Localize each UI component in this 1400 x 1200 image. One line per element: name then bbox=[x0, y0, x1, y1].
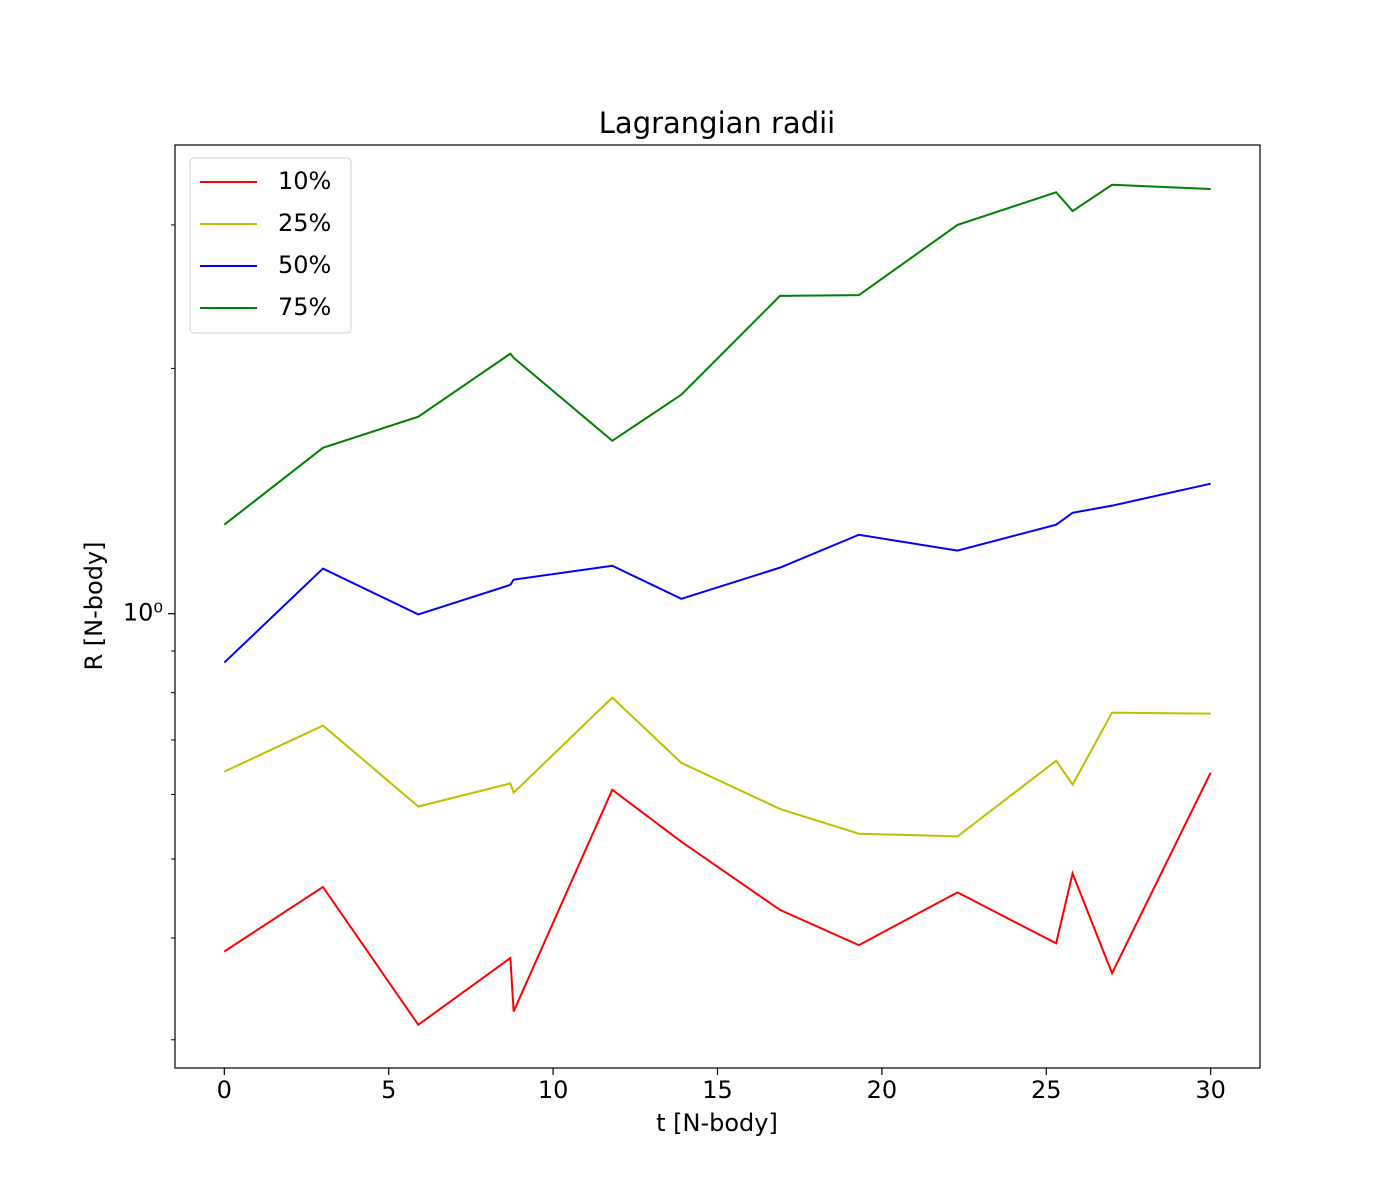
x-tick-label: 15 bbox=[702, 1076, 733, 1104]
x-tick-label: 20 bbox=[867, 1076, 898, 1104]
x-tick-label: 30 bbox=[1195, 1076, 1226, 1104]
legend-label: 25% bbox=[278, 209, 331, 237]
legend-label: 50% bbox=[278, 251, 331, 279]
legend-label: 10% bbox=[278, 167, 331, 195]
series-line bbox=[223, 772, 1212, 1027]
x-axis-label: t [N-body] bbox=[656, 1109, 778, 1137]
x-tick-label: 0 bbox=[217, 1076, 232, 1104]
series-line bbox=[223, 482, 1211, 664]
plot-frame bbox=[174, 144, 1261, 1069]
chart-title: Lagrangian radii bbox=[599, 106, 835, 140]
legend-label: 75% bbox=[278, 293, 331, 321]
series-line bbox=[223, 696, 1211, 838]
series-line bbox=[223, 183, 1211, 526]
x-tick-label: 10 bbox=[538, 1076, 569, 1104]
y-axis-label: R [N-body] bbox=[80, 542, 108, 671]
legend-box bbox=[189, 157, 352, 334]
x-tick-label: 5 bbox=[381, 1076, 396, 1104]
x-tick-label: 25 bbox=[1031, 1076, 1062, 1104]
y-tick-label: 10⁰ bbox=[123, 599, 163, 627]
